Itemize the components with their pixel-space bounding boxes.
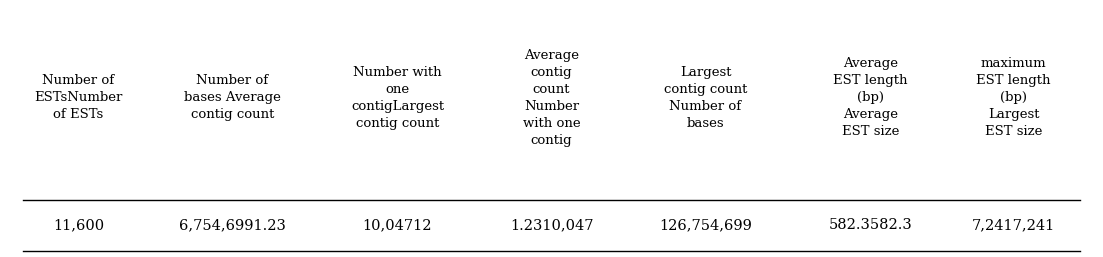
Text: 126,754,699: 126,754,699 — [660, 218, 752, 232]
Text: 6,754,6991.23: 6,754,6991.23 — [179, 218, 286, 232]
Text: Average
contig
count
Number
with one
contig: Average contig count Number with one con… — [523, 49, 580, 147]
Text: 7,2417,241: 7,2417,241 — [972, 218, 1056, 232]
Text: Number of
ESTsNumber
of ESTs: Number of ESTsNumber of ESTs — [34, 75, 122, 122]
Text: 10,04712: 10,04712 — [363, 218, 432, 232]
Text: 11,600: 11,600 — [53, 218, 104, 232]
Text: maximum
EST length
(bp)
Largest
EST size: maximum EST length (bp) Largest EST size — [976, 58, 1051, 139]
Text: Average
EST length
(bp)
Average
EST size: Average EST length (bp) Average EST size — [833, 58, 908, 139]
Text: 1.2310,047: 1.2310,047 — [510, 218, 593, 232]
Text: Number of
bases Average
contig count: Number of bases Average contig count — [184, 75, 281, 122]
Text: 582.3582.3: 582.3582.3 — [828, 218, 912, 232]
Text: Largest
contig count
Number of
bases: Largest contig count Number of bases — [664, 66, 747, 130]
Text: Number with
one
contigLargest
contig count: Number with one contigLargest contig cou… — [351, 66, 445, 130]
